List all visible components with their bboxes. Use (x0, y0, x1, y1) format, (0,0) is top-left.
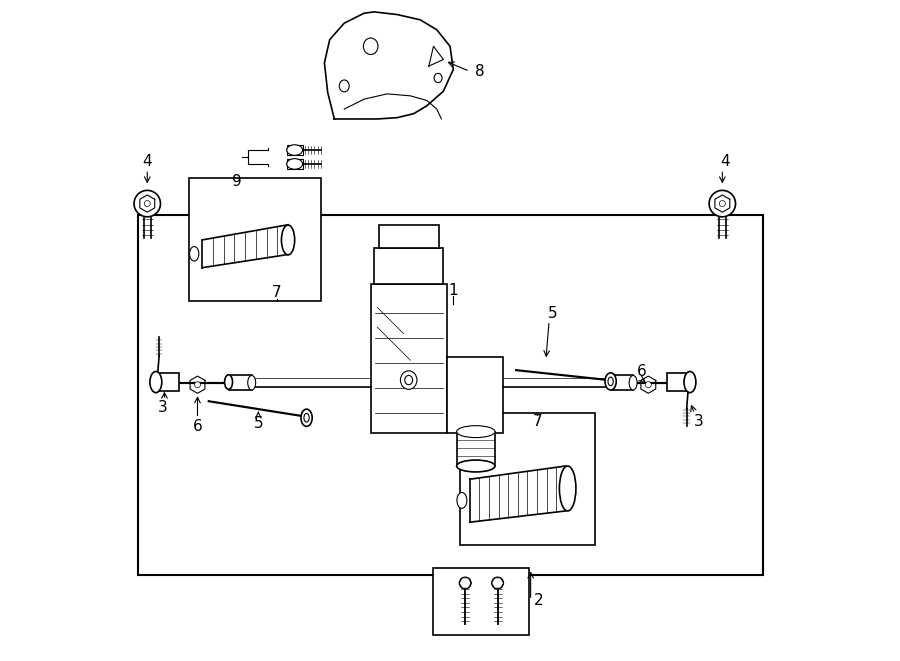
Polygon shape (324, 12, 454, 119)
Ellipse shape (560, 466, 576, 511)
Ellipse shape (301, 409, 312, 426)
Bar (456, 432, 495, 466)
Ellipse shape (456, 460, 495, 472)
Bar (374, 248, 444, 284)
Bar (371, 284, 446, 433)
Bar (156, 373, 179, 391)
Ellipse shape (629, 375, 637, 390)
Text: 4: 4 (142, 155, 152, 169)
Ellipse shape (608, 377, 613, 385)
Bar (667, 373, 690, 391)
Ellipse shape (719, 200, 725, 207)
Bar (612, 375, 633, 390)
Text: 5: 5 (547, 307, 557, 321)
Bar (287, 159, 302, 169)
Text: 8: 8 (475, 64, 484, 79)
Ellipse shape (194, 381, 201, 388)
Ellipse shape (287, 145, 302, 155)
Bar (460, 413, 596, 545)
Bar (434, 568, 529, 635)
Bar (287, 145, 302, 155)
Ellipse shape (190, 247, 199, 261)
Ellipse shape (248, 375, 256, 390)
Text: 6: 6 (637, 364, 646, 379)
Bar (189, 178, 321, 301)
Ellipse shape (709, 190, 735, 217)
Text: 4: 4 (720, 155, 730, 169)
Bar (138, 215, 762, 575)
Text: 1: 1 (448, 284, 458, 298)
Ellipse shape (364, 38, 378, 55)
Ellipse shape (400, 371, 417, 389)
Ellipse shape (339, 80, 349, 92)
Ellipse shape (225, 375, 232, 389)
Text: 5: 5 (254, 416, 263, 430)
Ellipse shape (605, 373, 617, 390)
Text: 3: 3 (158, 401, 167, 415)
Ellipse shape (144, 200, 150, 207)
Bar (379, 225, 439, 248)
Ellipse shape (459, 577, 472, 589)
Text: 7: 7 (272, 285, 282, 299)
Text: 6: 6 (193, 419, 202, 434)
Bar (446, 357, 503, 433)
Ellipse shape (304, 414, 310, 422)
Ellipse shape (134, 190, 160, 217)
Ellipse shape (491, 577, 503, 589)
Text: 2: 2 (534, 593, 544, 607)
Ellipse shape (434, 73, 442, 83)
Ellipse shape (457, 492, 467, 508)
Bar (229, 375, 252, 390)
Text: 9: 9 (232, 174, 242, 188)
Ellipse shape (456, 426, 495, 438)
Ellipse shape (282, 225, 294, 254)
Ellipse shape (405, 375, 413, 385)
Ellipse shape (684, 371, 696, 393)
Ellipse shape (287, 159, 302, 169)
Ellipse shape (645, 381, 652, 388)
Ellipse shape (150, 371, 162, 393)
Text: 3: 3 (694, 414, 704, 429)
Text: 7: 7 (533, 414, 542, 429)
